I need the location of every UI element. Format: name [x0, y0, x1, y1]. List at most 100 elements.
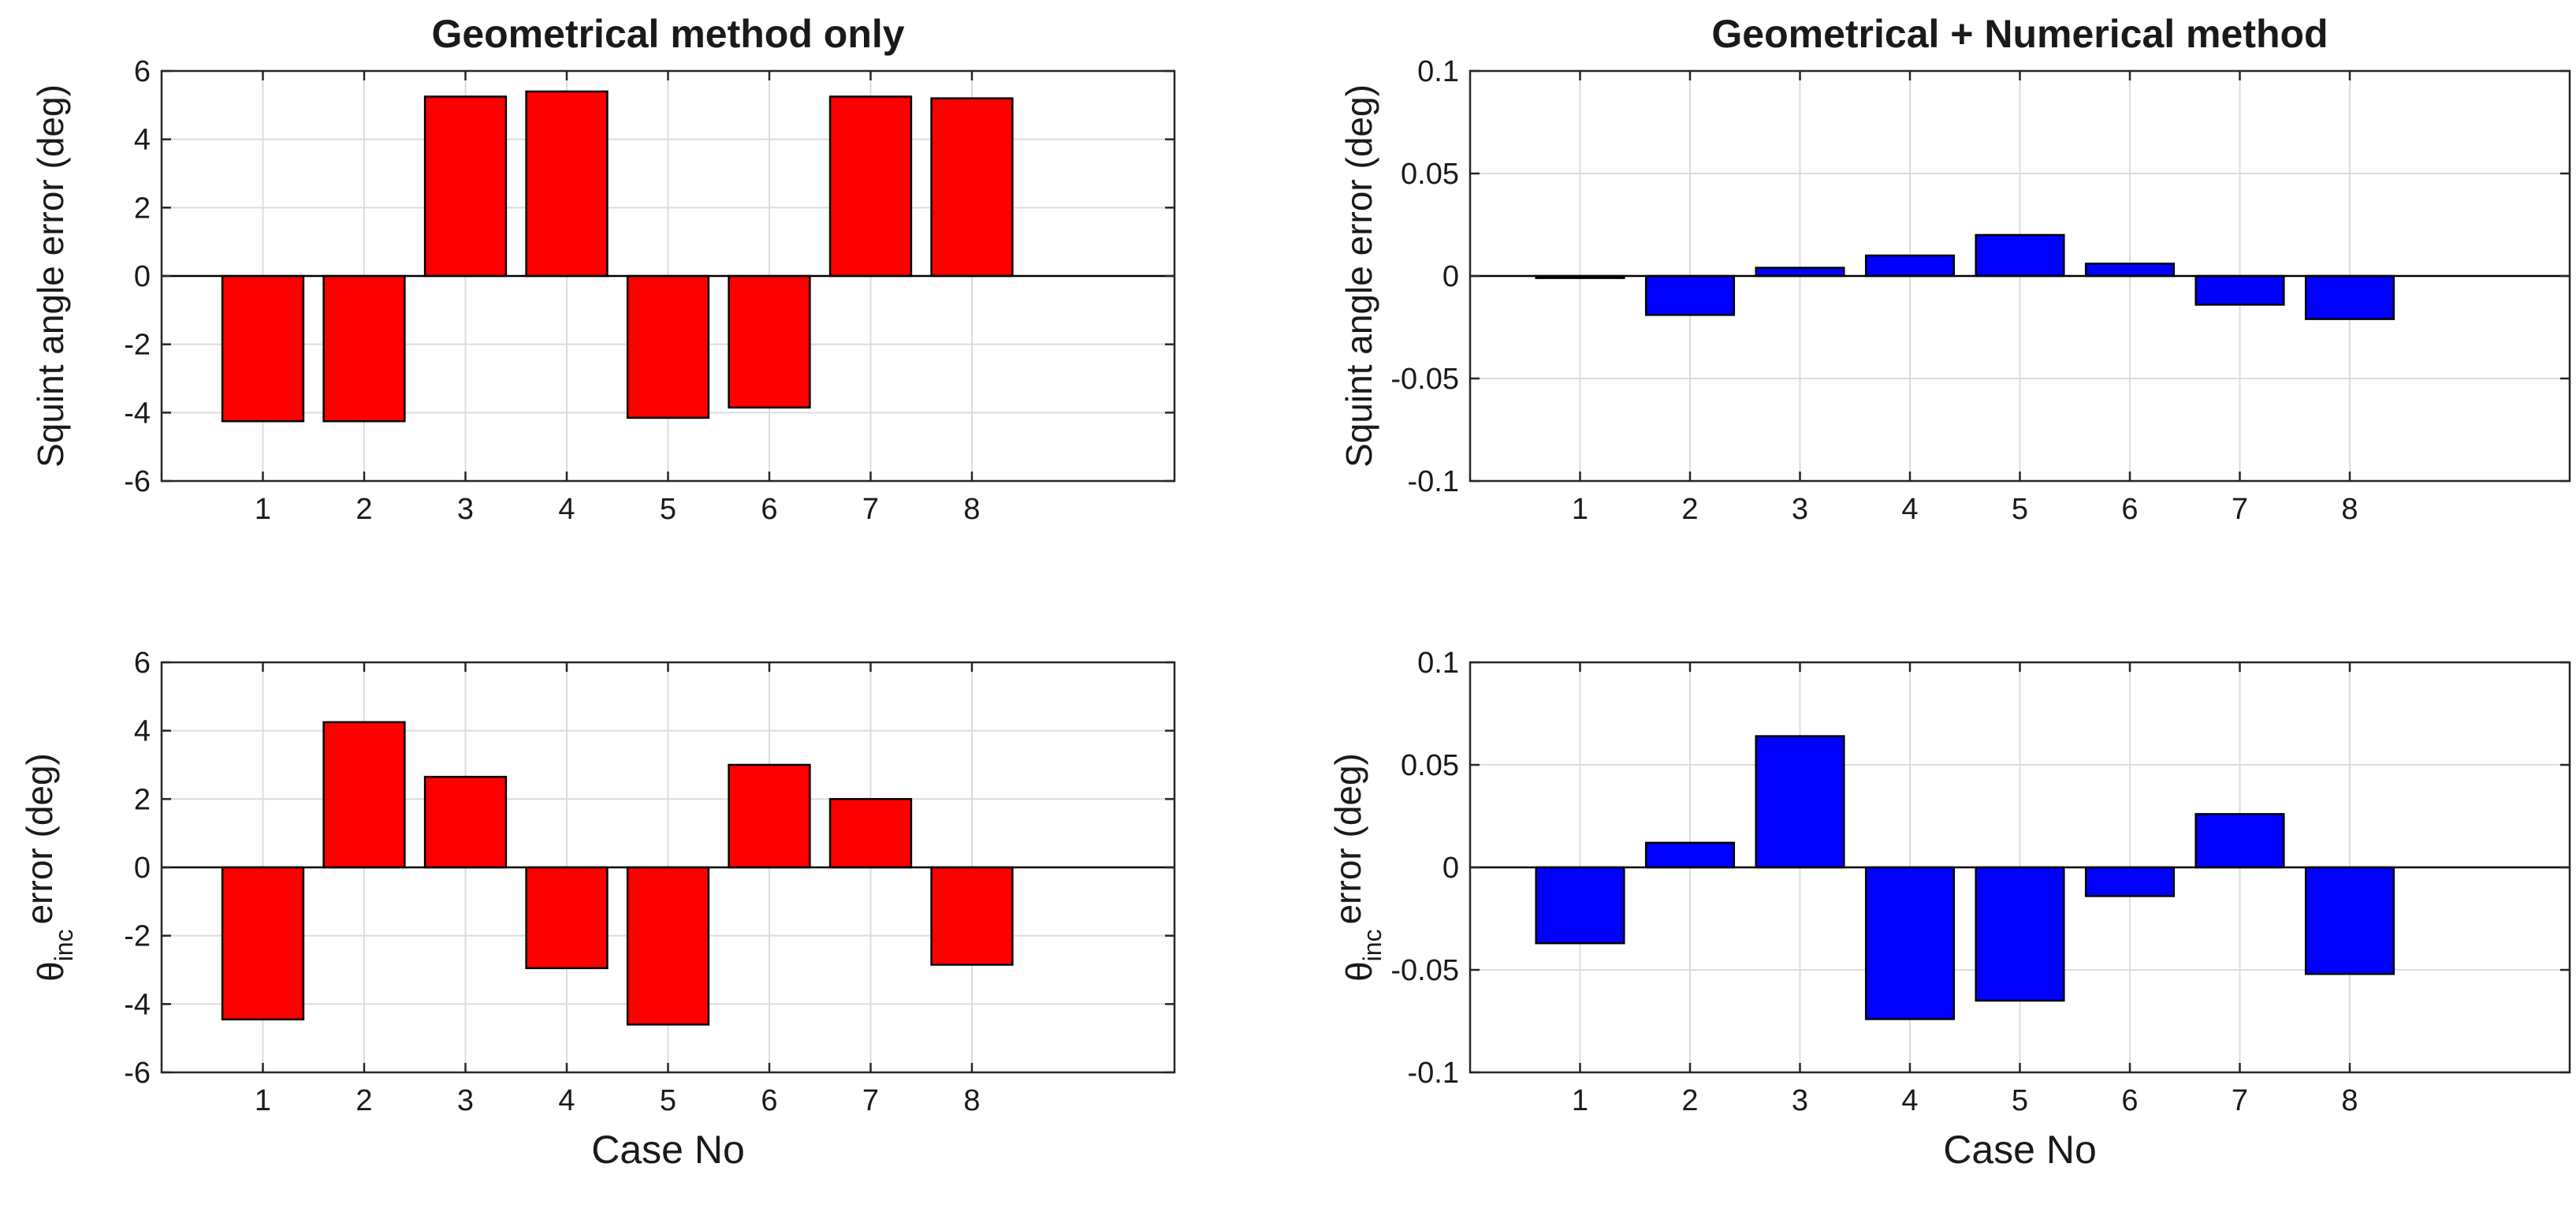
chart-title: Geometrical method only	[431, 12, 904, 56]
y-tick-label: -0.05	[1390, 363, 1459, 396]
x-tick-label: 5	[2012, 493, 2028, 526]
x-tick-label: 2	[1681, 493, 1698, 526]
bar-case-2	[1644, 274, 1736, 316]
bar-case-2	[322, 274, 406, 423]
chart-panel-2: -0.1 -0.05 0 0.05 0.1 1 2 3 4 5 6 7 8 Geometrical + N…	[1338, 12, 2571, 526]
x-tick-label: 1	[255, 1084, 271, 1117]
bar-case-7	[828, 95, 913, 278]
bar-case-2	[1644, 841, 1736, 869]
bar-case-7	[828, 798, 913, 869]
y-tick-label: -4	[124, 397, 151, 430]
x-tick-label: 5	[2012, 1084, 2028, 1117]
x-tick-label: 5	[660, 1084, 676, 1117]
bar-case-5	[1975, 233, 2065, 278]
x-tick-label: 8	[963, 1084, 980, 1117]
chart-panel-3: -6 -4 -2 0 2 4 6 1 2 3 4 5 6 7 8 Case No θincerror (deg)	[19, 647, 1176, 1172]
x-tick-label: 4	[1901, 493, 1918, 526]
y-tick-label: 2	[134, 192, 151, 225]
bar-case-3	[423, 775, 508, 869]
x-tick-label: 1	[1572, 493, 1588, 526]
y-axis-label: Squint angle error (deg)	[30, 84, 71, 468]
bar-case-2	[322, 721, 406, 869]
y-tick-label: 0	[134, 852, 151, 885]
y-tick-label: 0	[1442, 852, 1459, 885]
x-tick-label: 2	[356, 1084, 372, 1117]
bar-case-4	[525, 90, 609, 278]
bar-case-7	[2194, 813, 2285, 869]
bar-case-8	[2304, 274, 2395, 320]
x-tick-label: 5	[660, 493, 676, 526]
x-tick-label: 8	[963, 493, 980, 526]
y-tick-label: -6	[124, 1057, 151, 1090]
x-tick-label: 1	[1572, 1084, 1588, 1117]
y-tick-label: -0.1	[1408, 1057, 1459, 1090]
bar-case-4	[1864, 866, 1956, 1020]
y-tick-label: 0.05	[1401, 749, 1459, 782]
y-tick-label: 0.1	[1417, 647, 1459, 680]
x-tick-label: 3	[1792, 1084, 1808, 1117]
x-tick-label: 4	[558, 1084, 575, 1117]
y-tick-label: -0.1	[1408, 465, 1459, 498]
bar-case-3	[1755, 267, 1845, 278]
bar-case-1	[221, 866, 305, 1021]
y-tick-label: 0.1	[1417, 55, 1459, 88]
chart-panel-4: -0.1 -0.05 0 0.05 0.1 1 2 3 4 5 6 7 8 Case No θincerro…	[1327, 647, 2571, 1172]
y-tick-label: -0.05	[1390, 954, 1459, 987]
bar-case-6	[728, 763, 811, 869]
x-tick-label: 3	[457, 493, 474, 526]
bar-case-8	[930, 97, 1014, 278]
x-tick-label: 6	[2121, 493, 2138, 526]
bar-case-3	[423, 95, 508, 278]
y-tick-label: 0	[1442, 260, 1459, 293]
x-axis-label: Case No	[591, 1128, 745, 1172]
x-tick-label: 3	[1792, 493, 1808, 526]
bar-case-8	[930, 866, 1014, 966]
bar-case-8	[2304, 866, 2395, 975]
y-axis-label: θincerror (deg)	[19, 753, 78, 982]
x-tick-label: 3	[457, 1084, 474, 1117]
x-tick-label: 7	[2232, 1084, 2248, 1117]
y-tick-label: 6	[134, 55, 151, 88]
bar-case-3	[1755, 735, 1845, 869]
y-tick-label: 0.05	[1401, 158, 1459, 191]
x-tick-label: 2	[1681, 1084, 1698, 1117]
y-tick-label: -6	[124, 465, 151, 498]
bar-case-1	[1535, 866, 1625, 945]
x-tick-label: 6	[2121, 1084, 2138, 1117]
y-tick-label: -2	[124, 329, 151, 362]
y-tick-label: 2	[134, 783, 151, 816]
bar-case-6	[2084, 263, 2176, 278]
y-tick-label: -4	[124, 988, 151, 1021]
x-tick-label: 4	[558, 493, 575, 526]
y-tick-label: 6	[134, 647, 151, 680]
chart-title: Geometrical + Numerical method	[1711, 12, 2328, 56]
bar-case-4	[1864, 254, 1956, 278]
bar-case-6	[2084, 866, 2176, 897]
bar-case-7	[2194, 274, 2285, 306]
y-axis-label: Squint angle error (deg)	[1338, 84, 1379, 468]
y-tick-label: -2	[124, 920, 151, 953]
x-tick-label: 7	[2232, 493, 2248, 526]
bar-case-5	[626, 274, 710, 419]
bar-case-4	[525, 866, 609, 970]
x-tick-label: 8	[2341, 493, 2358, 526]
x-tick-label: 6	[761, 1084, 777, 1117]
x-axis-label: Case No	[1943, 1128, 2097, 1172]
y-tick-label: 4	[134, 124, 151, 157]
bar-case-6	[728, 274, 811, 409]
x-tick-label: 6	[761, 493, 777, 526]
x-tick-label: 7	[862, 1084, 879, 1117]
chart-panel-1: -6 -4 -2 0 2 4 6 1 2 3 4 5 6 7 8 Geometrical method onl…	[30, 12, 1176, 526]
bar-case-1	[221, 274, 305, 423]
y-tick-label: 4	[134, 715, 151, 748]
x-tick-label: 2	[356, 493, 372, 526]
y-axis-label: θincerror (deg)	[1327, 753, 1387, 982]
y-tick-label: 0	[134, 260, 151, 293]
bar-case-5	[1975, 866, 2065, 1002]
x-tick-label: 1	[255, 493, 271, 526]
x-tick-label: 7	[862, 493, 879, 526]
bar-case-5	[626, 866, 710, 1026]
x-tick-label: 4	[1901, 1084, 1918, 1117]
x-tick-label: 8	[2341, 1084, 2358, 1117]
